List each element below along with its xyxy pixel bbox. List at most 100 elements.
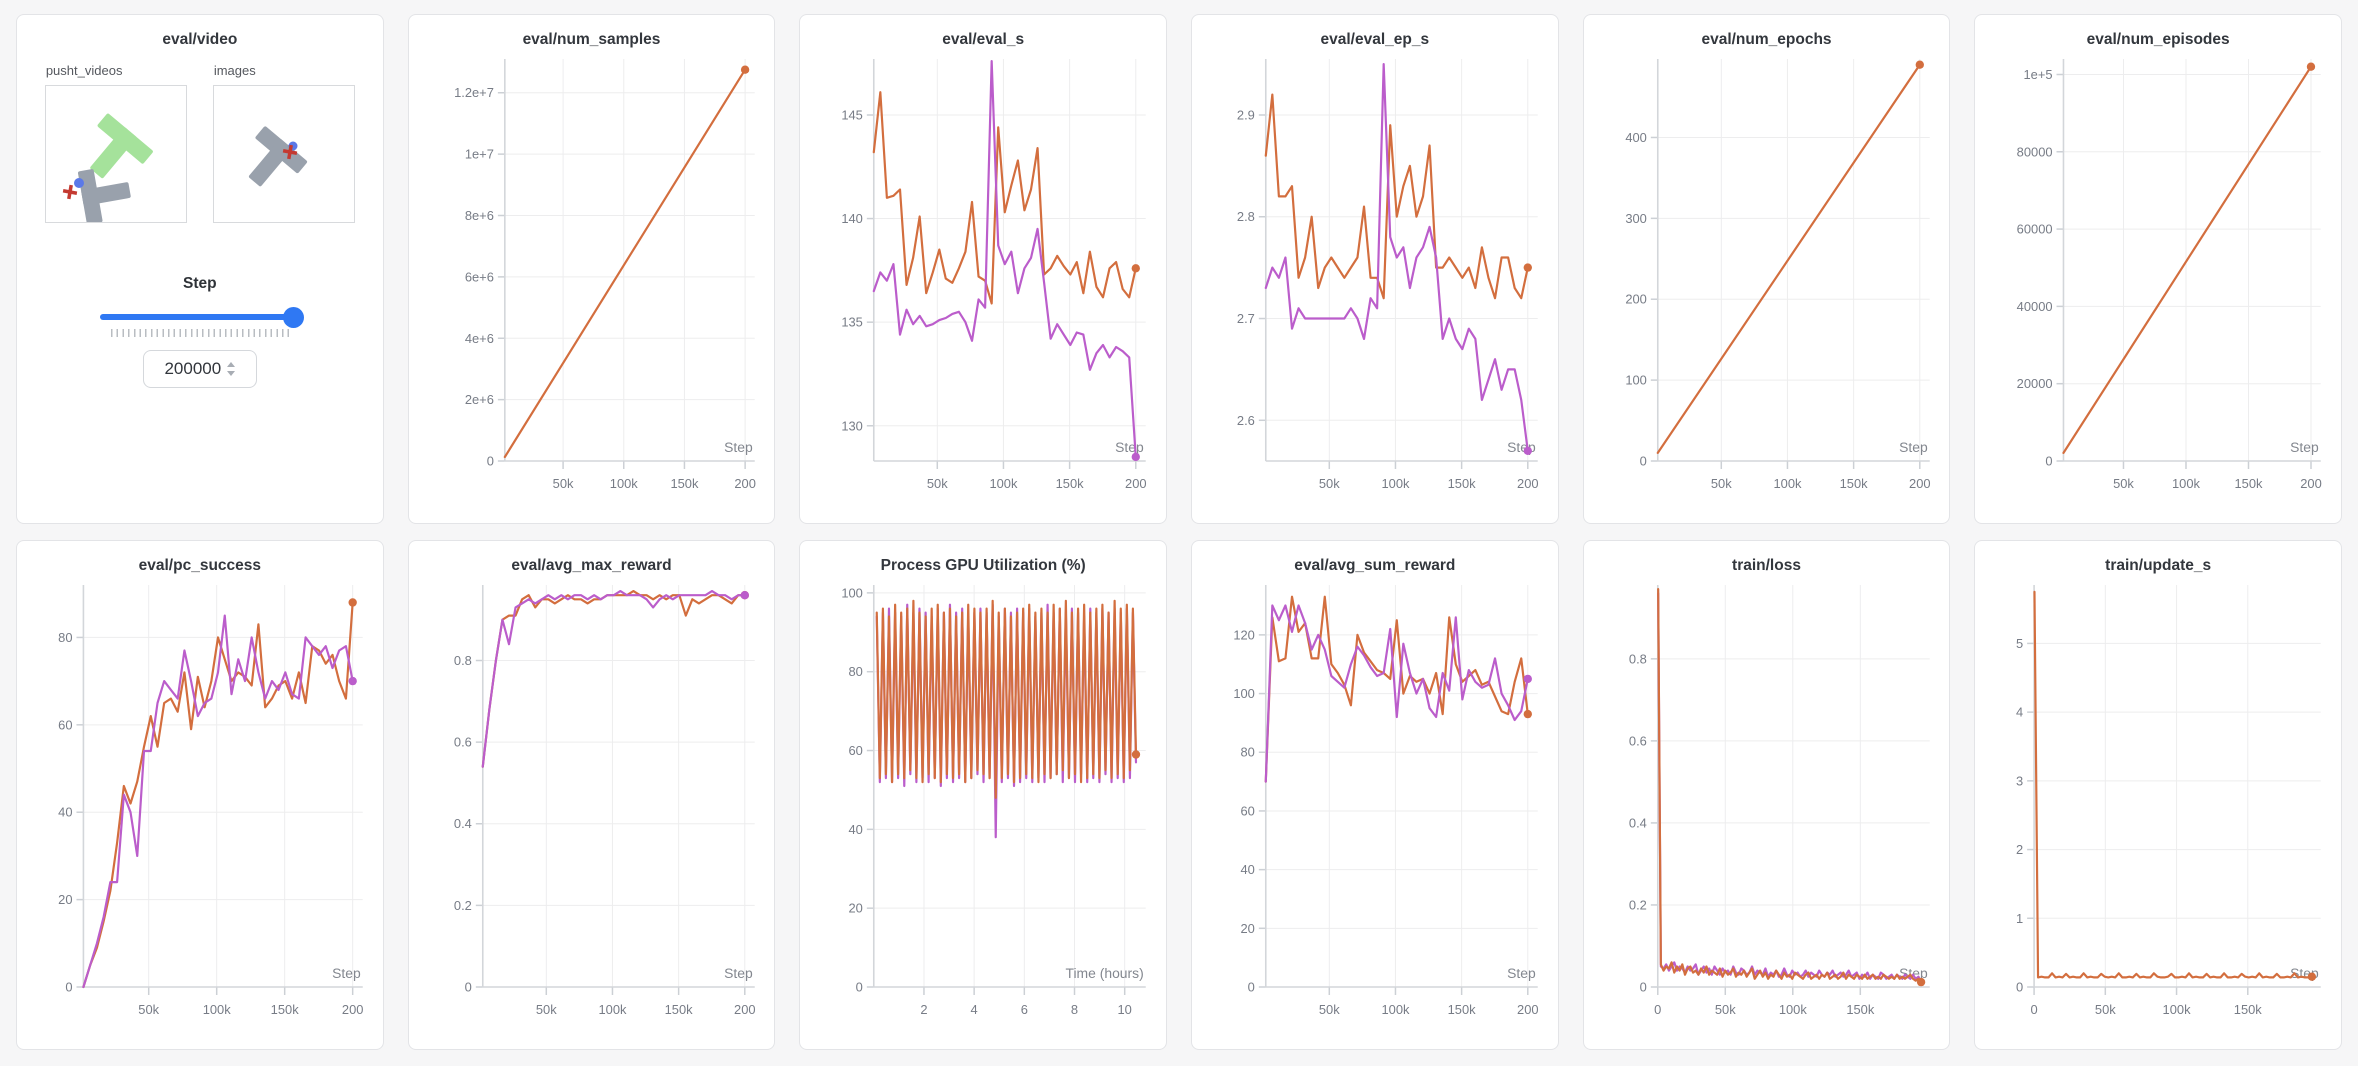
panel-train-update-s: train/update_s 0 50k 100k 150k 0 1 2 3 4 5 Step xyxy=(1974,540,2342,1050)
spinner-up-icon[interactable] xyxy=(227,362,236,367)
svg-text:100k: 100k xyxy=(1381,476,1409,491)
svg-text:50k: 50k xyxy=(552,476,573,491)
svg-text:2.8: 2.8 xyxy=(1237,209,1255,224)
svg-text:6e+6: 6e+6 xyxy=(465,269,494,284)
svg-text:2: 2 xyxy=(2016,842,2023,857)
svg-text:100k: 100k xyxy=(1773,476,1801,491)
svg-text:4: 4 xyxy=(2016,705,2023,720)
chart-plot-eval-num-samples[interactable]: 50k 100k 150k 200 0 2e+6 4e+6 6e+6 8e+6 1e+7 1.2e+… xyxy=(421,51,763,509)
svg-text:50k: 50k xyxy=(1711,476,1732,491)
svg-text:150k: 150k xyxy=(2235,476,2263,491)
step-slider-handle[interactable] xyxy=(282,307,304,328)
chart-plot-eval-num-epochs[interactable]: 50k 100k 150k 200 0 100 200 300 400 Step xyxy=(1596,51,1938,509)
chart-plot-eval-num-episodes[interactable]: 50k 100k 150k 200 0 20000 40000 60000 80000 1e+5 S… xyxy=(1987,51,2329,509)
svg-text:60: 60 xyxy=(1240,803,1254,818)
step-number-input[interactable]: 200000 xyxy=(142,350,257,388)
svg-text:50k: 50k xyxy=(1715,1002,1736,1017)
svg-text:10: 10 xyxy=(1118,1002,1132,1017)
svg-text:100: 100 xyxy=(1233,686,1255,701)
svg-text:150k: 150k xyxy=(1056,476,1084,491)
svg-text:150k: 150k xyxy=(1846,1002,1874,1017)
svg-text:100: 100 xyxy=(842,585,864,600)
svg-text:0.8: 0.8 xyxy=(454,653,472,668)
step-spinner xyxy=(227,362,236,376)
svg-text:1e+5: 1e+5 xyxy=(2024,67,2053,82)
svg-text:200: 200 xyxy=(734,476,756,491)
svg-text:0: 0 xyxy=(464,979,471,994)
svg-text:2: 2 xyxy=(921,1002,928,1017)
svg-text:8e+6: 8e+6 xyxy=(465,208,494,223)
step-slider-label: Step xyxy=(183,275,217,292)
svg-text:50k: 50k xyxy=(2095,1002,2116,1017)
svg-text:60: 60 xyxy=(849,743,863,758)
chart-plot-eval-avg-max-reward[interactable]: 50k 100k 150k 200 0 0.2 0.4 0.6 0.8 Step xyxy=(421,577,763,1035)
svg-text:100: 100 xyxy=(1625,373,1647,388)
svg-text:50k: 50k xyxy=(536,1002,557,1017)
svg-text:3: 3 xyxy=(2016,773,2023,788)
panel-eval-eval-s: eval/eval_s 50k 100k 150k 200 130 135 140 145 St… xyxy=(799,14,1167,524)
svg-text:0.8: 0.8 xyxy=(1629,651,1647,666)
svg-text:2.9: 2.9 xyxy=(1237,107,1255,122)
svg-text:0.2: 0.2 xyxy=(454,898,472,913)
chart-title: eval/eval_s xyxy=(942,31,1025,48)
step-slider-track[interactable] xyxy=(99,314,300,320)
pusht-video-thumbnail[interactable] xyxy=(44,85,187,225)
chart-title: eval/pc_success xyxy=(138,557,262,574)
step-control: Step 200000 xyxy=(29,275,371,388)
panel-eval-avg-max-reward: eval/avg_max_reward 50k 100k 150k 200 0 0.2 0.… xyxy=(407,540,776,1050)
svg-text:150k: 150k xyxy=(1448,1002,1476,1017)
target-cross-icon xyxy=(62,184,78,200)
chart-title: eval/avg_sum_reward xyxy=(1294,557,1456,574)
svg-text:Step: Step xyxy=(2290,439,2319,455)
svg-text:80: 80 xyxy=(58,630,72,645)
svg-text:Time (hours): Time (hours) xyxy=(1066,965,1144,981)
chart-title: eval/avg_max_reward xyxy=(511,557,672,574)
spinner-down-icon[interactable] xyxy=(227,371,236,376)
svg-text:0: 0 xyxy=(1639,453,1646,468)
svg-text:Step: Step xyxy=(724,965,753,981)
svg-text:0: 0 xyxy=(486,453,493,468)
svg-text:Step: Step xyxy=(332,965,361,981)
svg-text:60: 60 xyxy=(58,717,72,732)
step-slider[interactable] xyxy=(99,307,304,328)
svg-text:200: 200 xyxy=(1125,476,1147,491)
svg-text:50k: 50k xyxy=(138,1002,159,1017)
media-thumbnails: pusht_videos xyxy=(44,63,355,225)
chart-plot-eval-pc-success[interactable]: 50k 100k 150k 200 0 20 40 60 80 Step xyxy=(29,577,371,1035)
media-caption: pusht_videos xyxy=(45,63,123,78)
chart-plot-eval-eval-s[interactable]: 50k 100k 150k 200 130 135 140 145 Step xyxy=(812,51,1154,509)
images-thumbnail[interactable] xyxy=(212,85,355,223)
panel-gpu-utilization: Process GPU Utilization (%) 2 4 6 8 10 0 20 40 6… xyxy=(799,540,1167,1050)
panel-eval-num-epochs: eval/num_epochs 50k 100k 150k 200 0 100 200 300… xyxy=(1582,14,1951,524)
svg-text:6: 6 xyxy=(1021,1002,1028,1017)
svg-text:100k: 100k xyxy=(2163,1002,2191,1017)
svg-text:4: 4 xyxy=(971,1002,978,1017)
svg-text:40: 40 xyxy=(849,822,863,837)
svg-text:0.6: 0.6 xyxy=(454,735,472,750)
svg-text:1: 1 xyxy=(2016,911,2023,926)
chart-title: eval/eval_ep_s xyxy=(1320,31,1430,48)
panel-title: eval/video xyxy=(162,31,238,48)
svg-text:145: 145 xyxy=(842,107,864,122)
svg-text:200: 200 xyxy=(734,1002,756,1017)
svg-text:150k: 150k xyxy=(670,476,698,491)
chart-plot-eval-eval-ep-s[interactable]: 50k 100k 150k 200 2.6 2.7 2.8 2.9 Step xyxy=(1204,51,1546,509)
svg-text:20: 20 xyxy=(1240,921,1254,936)
svg-text:100k: 100k xyxy=(609,476,637,491)
chart-title: train/update_s xyxy=(2105,557,2212,574)
chart-plot-eval-avg-sum-reward[interactable]: 50k 100k 150k 200 0 20 40 60 80 100 120 Step xyxy=(1204,577,1546,1035)
svg-text:150k: 150k xyxy=(271,1002,299,1017)
svg-text:Step: Step xyxy=(1899,439,1928,455)
step-value[interactable]: 200000 xyxy=(164,359,222,378)
svg-text:135: 135 xyxy=(842,315,864,330)
svg-text:40000: 40000 xyxy=(2017,299,2053,314)
svg-text:1e+7: 1e+7 xyxy=(465,147,494,162)
gray-t-shape xyxy=(248,126,307,187)
images-frame xyxy=(248,126,307,187)
svg-text:4e+6: 4e+6 xyxy=(465,331,494,346)
svg-text:Step: Step xyxy=(1507,439,1536,455)
svg-text:150k: 150k xyxy=(1448,476,1476,491)
